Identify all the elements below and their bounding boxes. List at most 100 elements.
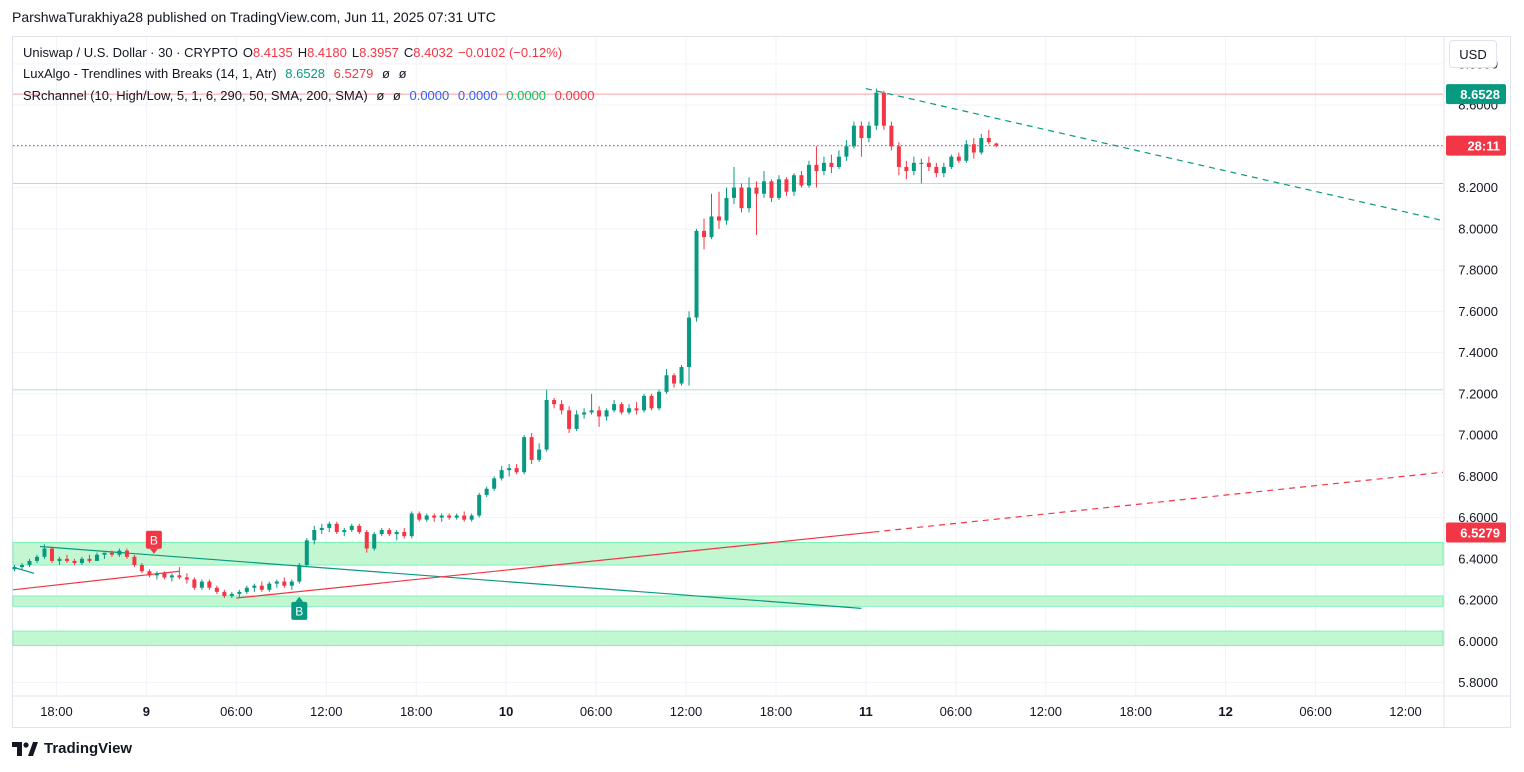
candle-body	[229, 593, 234, 596]
candle	[327, 521, 332, 533]
candle-body	[627, 408, 632, 413]
candle-body	[447, 515, 452, 518]
indicator-2-name: SRchannel (10, High/Low, 5, 1, 6, 290, 5…	[23, 88, 368, 103]
x-tick-label: 12	[1218, 704, 1232, 719]
candle	[634, 402, 639, 415]
candle	[687, 311, 692, 386]
candle-body	[717, 216, 722, 221]
candle	[934, 162, 939, 178]
candle-body	[109, 552, 114, 555]
candle-body	[342, 529, 347, 533]
candle	[372, 532, 377, 551]
candle-body	[379, 529, 384, 535]
tradingview-logo[interactable]: TradingView	[12, 740, 132, 757]
indicator-2-value-4: 0.0000	[457, 88, 498, 103]
candle	[27, 558, 32, 568]
y-tick-label: 8.2000	[1458, 180, 1498, 195]
legend-indicator-srchannel[interactable]: SRchannel (10, High/Low, 5, 1, 6, 290, 5…	[23, 88, 599, 103]
candle-body	[199, 581, 204, 588]
horizontal-lines	[13, 93, 1443, 391]
legend-low-label: L	[351, 45, 360, 60]
candle-body	[866, 125, 871, 139]
candle-body	[836, 156, 841, 167]
candle	[244, 585, 249, 594]
price-axis-label-text: 6.5279	[1460, 525, 1500, 540]
candle-body	[139, 565, 144, 572]
candle	[784, 177, 789, 196]
candle-body	[567, 410, 572, 429]
candle-body	[574, 414, 579, 429]
break-marker-pointer	[149, 548, 158, 554]
candle-body	[124, 550, 129, 557]
legend-ohlc-row[interactable]: Uniswap / U.S. Dollar · 30 · CRYPTO O8.41…	[23, 45, 567, 60]
price-axis-label-text: 8.6528	[1460, 87, 1500, 102]
candle-body	[409, 513, 414, 537]
candle	[177, 567, 182, 580]
candle-body	[911, 162, 916, 172]
candle-body	[799, 175, 804, 186]
candle	[589, 393, 594, 415]
candle	[424, 513, 429, 522]
candle-body	[484, 488, 489, 495]
candle-body	[859, 125, 864, 139]
candle	[814, 146, 819, 188]
candle	[612, 400, 617, 413]
candle-body	[469, 515, 474, 520]
sr-zone	[12, 541, 1444, 566]
candle	[222, 589, 227, 599]
x-tick-label: 12:00	[1030, 704, 1063, 719]
price-axis-label: 6.5279	[1446, 522, 1506, 543]
candle-body	[896, 146, 901, 167]
candle	[477, 492, 482, 518]
candle-body	[19, 565, 24, 568]
break-marker-pointer	[295, 596, 304, 602]
break-marker-label: B	[295, 604, 303, 618]
candle	[559, 400, 564, 415]
candle	[124, 548, 129, 559]
indicator-1-value-2: 6.5279	[333, 66, 374, 81]
candle-body	[731, 187, 736, 198]
candle-body	[259, 585, 264, 590]
candle	[702, 218, 707, 250]
candle	[492, 476, 497, 491]
candle	[162, 571, 167, 580]
x-tick-label: 11	[859, 704, 873, 719]
candle	[132, 554, 137, 568]
candle-body	[132, 556, 137, 566]
candle	[267, 581, 272, 592]
candle	[679, 364, 684, 386]
candle-body	[829, 162, 834, 167]
candle	[154, 571, 159, 580]
candle	[237, 589, 242, 599]
candle	[619, 402, 624, 415]
candle-body	[619, 404, 624, 413]
price-labels: 8.6528 28:11 6.5279	[1446, 84, 1506, 543]
price-axis-label: 28:11	[1446, 135, 1506, 156]
legend-indicator-trendlines[interactable]: LuxAlgo - Trendlines with Breaks (14, 1,…	[23, 66, 412, 81]
candle	[57, 556, 62, 566]
candle	[844, 140, 849, 161]
candle-body	[889, 125, 894, 147]
currency-button[interactable]: USD	[1449, 40, 1497, 68]
candle	[582, 408, 587, 419]
price-axis-label-box	[1446, 522, 1506, 543]
candle-body	[821, 162, 826, 172]
y-tick-label: 6.0000	[1458, 634, 1498, 649]
candle	[709, 193, 714, 240]
break-marker-box	[291, 601, 308, 620]
y-tick-label: 6.8000	[1458, 469, 1498, 484]
candle	[866, 121, 871, 143]
candle-body	[192, 579, 197, 588]
candle-body	[274, 581, 279, 584]
candle-body	[724, 197, 729, 221]
candle-body	[634, 408, 639, 411]
candle	[147, 569, 152, 578]
candle-body	[754, 187, 759, 194]
candle-body	[784, 179, 789, 192]
candle	[717, 191, 722, 229]
candle	[544, 389, 549, 452]
candle-body	[499, 470, 504, 479]
candle-body	[739, 187, 744, 209]
candle	[799, 171, 804, 188]
